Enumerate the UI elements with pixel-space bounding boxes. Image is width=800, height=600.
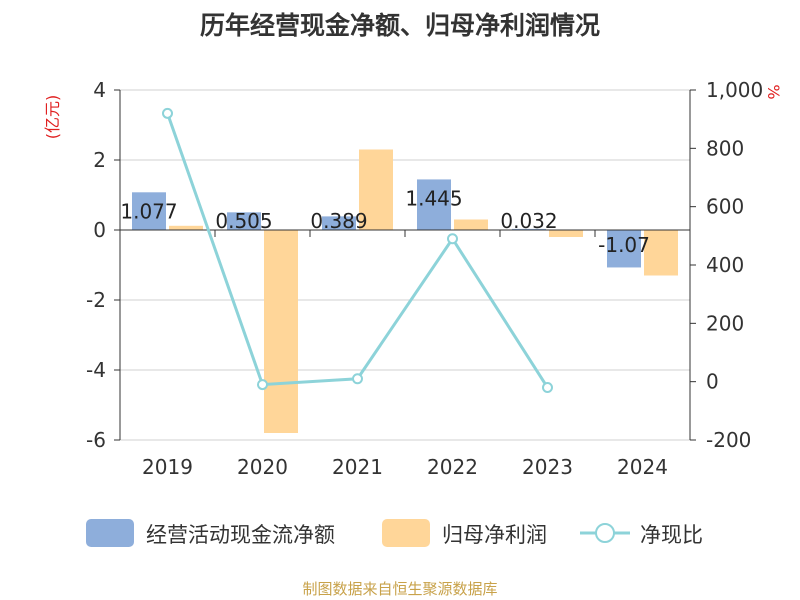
net-profit-bar — [454, 219, 488, 230]
right-tick-label: 1,000 — [706, 78, 763, 102]
cashflow-bar — [512, 228, 546, 230]
ratio-point — [352, 373, 363, 385]
left-tick-label: -6 — [86, 428, 106, 452]
x-tick-label: 2023 — [522, 455, 573, 479]
left-tick-label: 2 — [93, 148, 106, 172]
chart-title: 历年经营现金净额、归母净利润情况 — [199, 11, 600, 40]
net-profit-bar — [359, 149, 393, 230]
left-tick-label: 4 — [93, 78, 106, 102]
legend-label-net-profit: 归母净利润 — [442, 523, 547, 547]
legend-label-ratio: 净现比 — [640, 523, 703, 547]
left-tick-label: -2 — [86, 288, 106, 312]
cashflow-data-label: 1.445 — [405, 186, 462, 210]
legend-label-cashflow: 经营活动现金流净额 — [146, 523, 335, 547]
cashflow-data-label: 0.389 — [310, 209, 367, 233]
net-profit-bar — [549, 230, 583, 237]
x-tick-label: 2019 — [142, 455, 193, 479]
left-tick-label: 0 — [93, 218, 106, 242]
cashflow-bar — [417, 179, 451, 230]
cashflow-data-label: 1.077 — [120, 199, 177, 223]
right-axis-unit-label: % — [764, 84, 783, 99]
x-tick-label: 2020 — [237, 455, 288, 479]
right-tick-label: 800 — [706, 136, 744, 160]
left-axis-unit-label: (亿元) — [43, 95, 62, 140]
net-profit-bar — [644, 230, 678, 276]
ratio-point — [447, 233, 458, 245]
ratio-point — [257, 379, 268, 391]
cashflow-data-label: 0.505 — [215, 209, 272, 233]
x-tick-label: 2024 — [617, 455, 668, 479]
cashflow-bar — [607, 230, 641, 268]
x-tick-label: 2022 — [427, 455, 478, 479]
ratio-point — [162, 107, 173, 119]
ratio-line — [166, 112, 549, 389]
ratio-point — [542, 382, 553, 393]
right-tick-label: -200 — [706, 428, 751, 452]
cashflow-bar — [227, 212, 261, 230]
right-tick-label: 600 — [706, 195, 744, 219]
cashflow-bar — [132, 192, 166, 230]
x-tick-label: 2021 — [332, 455, 383, 479]
cashflow-data-label: -1.07 — [598, 233, 650, 257]
legend-swatch-ratio-marker — [595, 523, 615, 543]
data-source-note: 制图数据来自恒生聚源数据库 — [302, 580, 498, 598]
left-tick-label: -4 — [86, 358, 106, 382]
cashflow-bar — [322, 216, 356, 230]
right-tick-label: 200 — [706, 311, 744, 335]
legend-swatch-cashflow — [86, 519, 134, 547]
cashflow-data-label: 0.032 — [500, 209, 557, 233]
right-tick-label: 400 — [706, 253, 744, 277]
net-profit-bar — [169, 225, 203, 230]
legend-swatch-net-profit — [382, 519, 430, 547]
net-profit-bar — [264, 230, 298, 433]
right-tick-label: 0 — [706, 370, 719, 394]
